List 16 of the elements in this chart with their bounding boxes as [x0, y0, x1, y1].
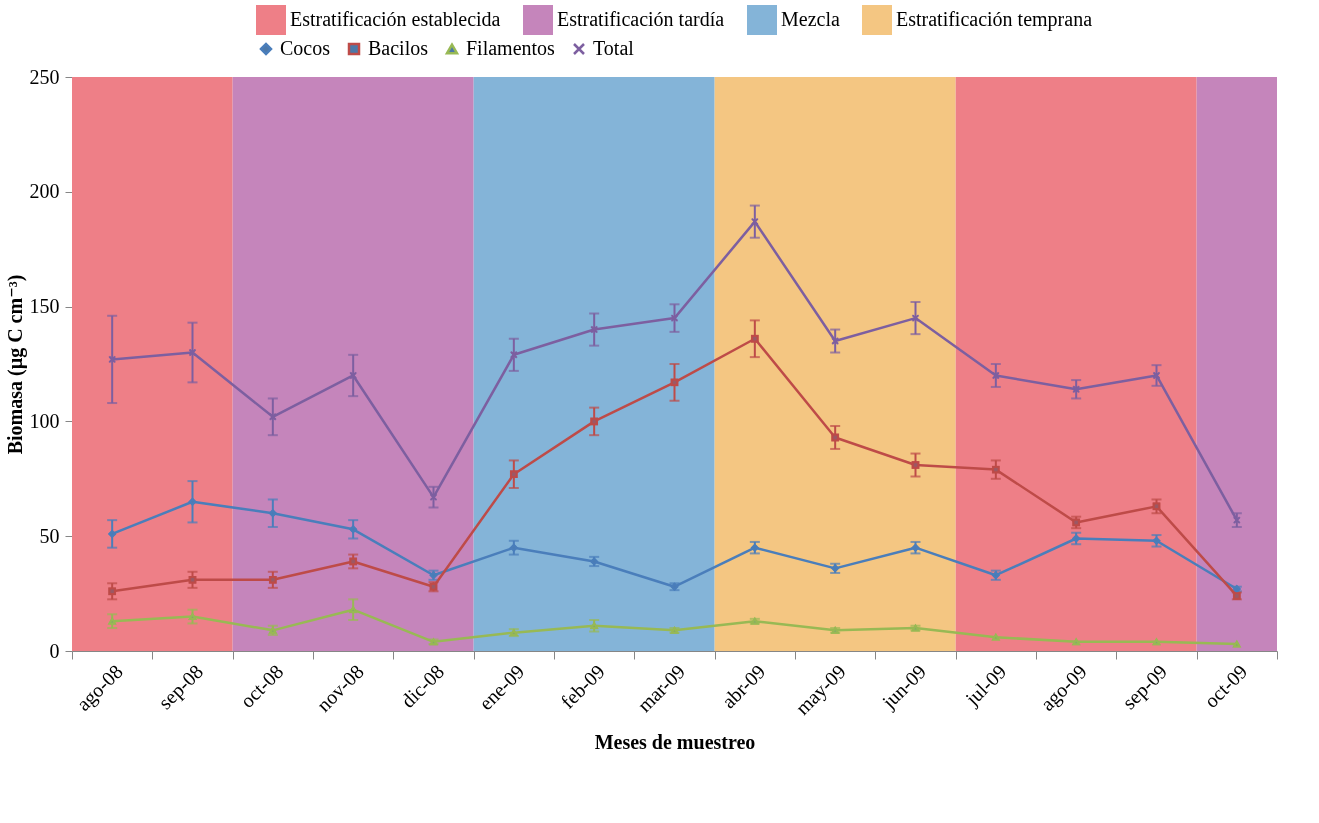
legend-label: Filamentos: [466, 37, 556, 59]
legend-label: Mezcla: [781, 8, 840, 30]
y-tick-label: 150: [29, 295, 60, 318]
y-tick-label: 50: [39, 524, 60, 547]
y-tick-label: 200: [29, 180, 60, 203]
x-axis-title: Meses de muestreo: [594, 730, 756, 753]
y-tick-label: 250: [29, 65, 60, 88]
y-tick-label: 100: [29, 409, 60, 432]
legend-label: Bacilos: [368, 37, 429, 59]
legend-label: Estratificación tardía: [557, 8, 725, 30]
y-axis-title: Biomasa (µg C cm⁻³): [3, 274, 27, 455]
legend-label: Cocos: [280, 37, 331, 59]
legend-label: Estratificación establecida: [290, 8, 501, 30]
legend-label: Total: [593, 37, 635, 59]
legend-label: Estratificación temprana: [896, 8, 1093, 31]
y-tick-label: 0: [49, 639, 60, 662]
